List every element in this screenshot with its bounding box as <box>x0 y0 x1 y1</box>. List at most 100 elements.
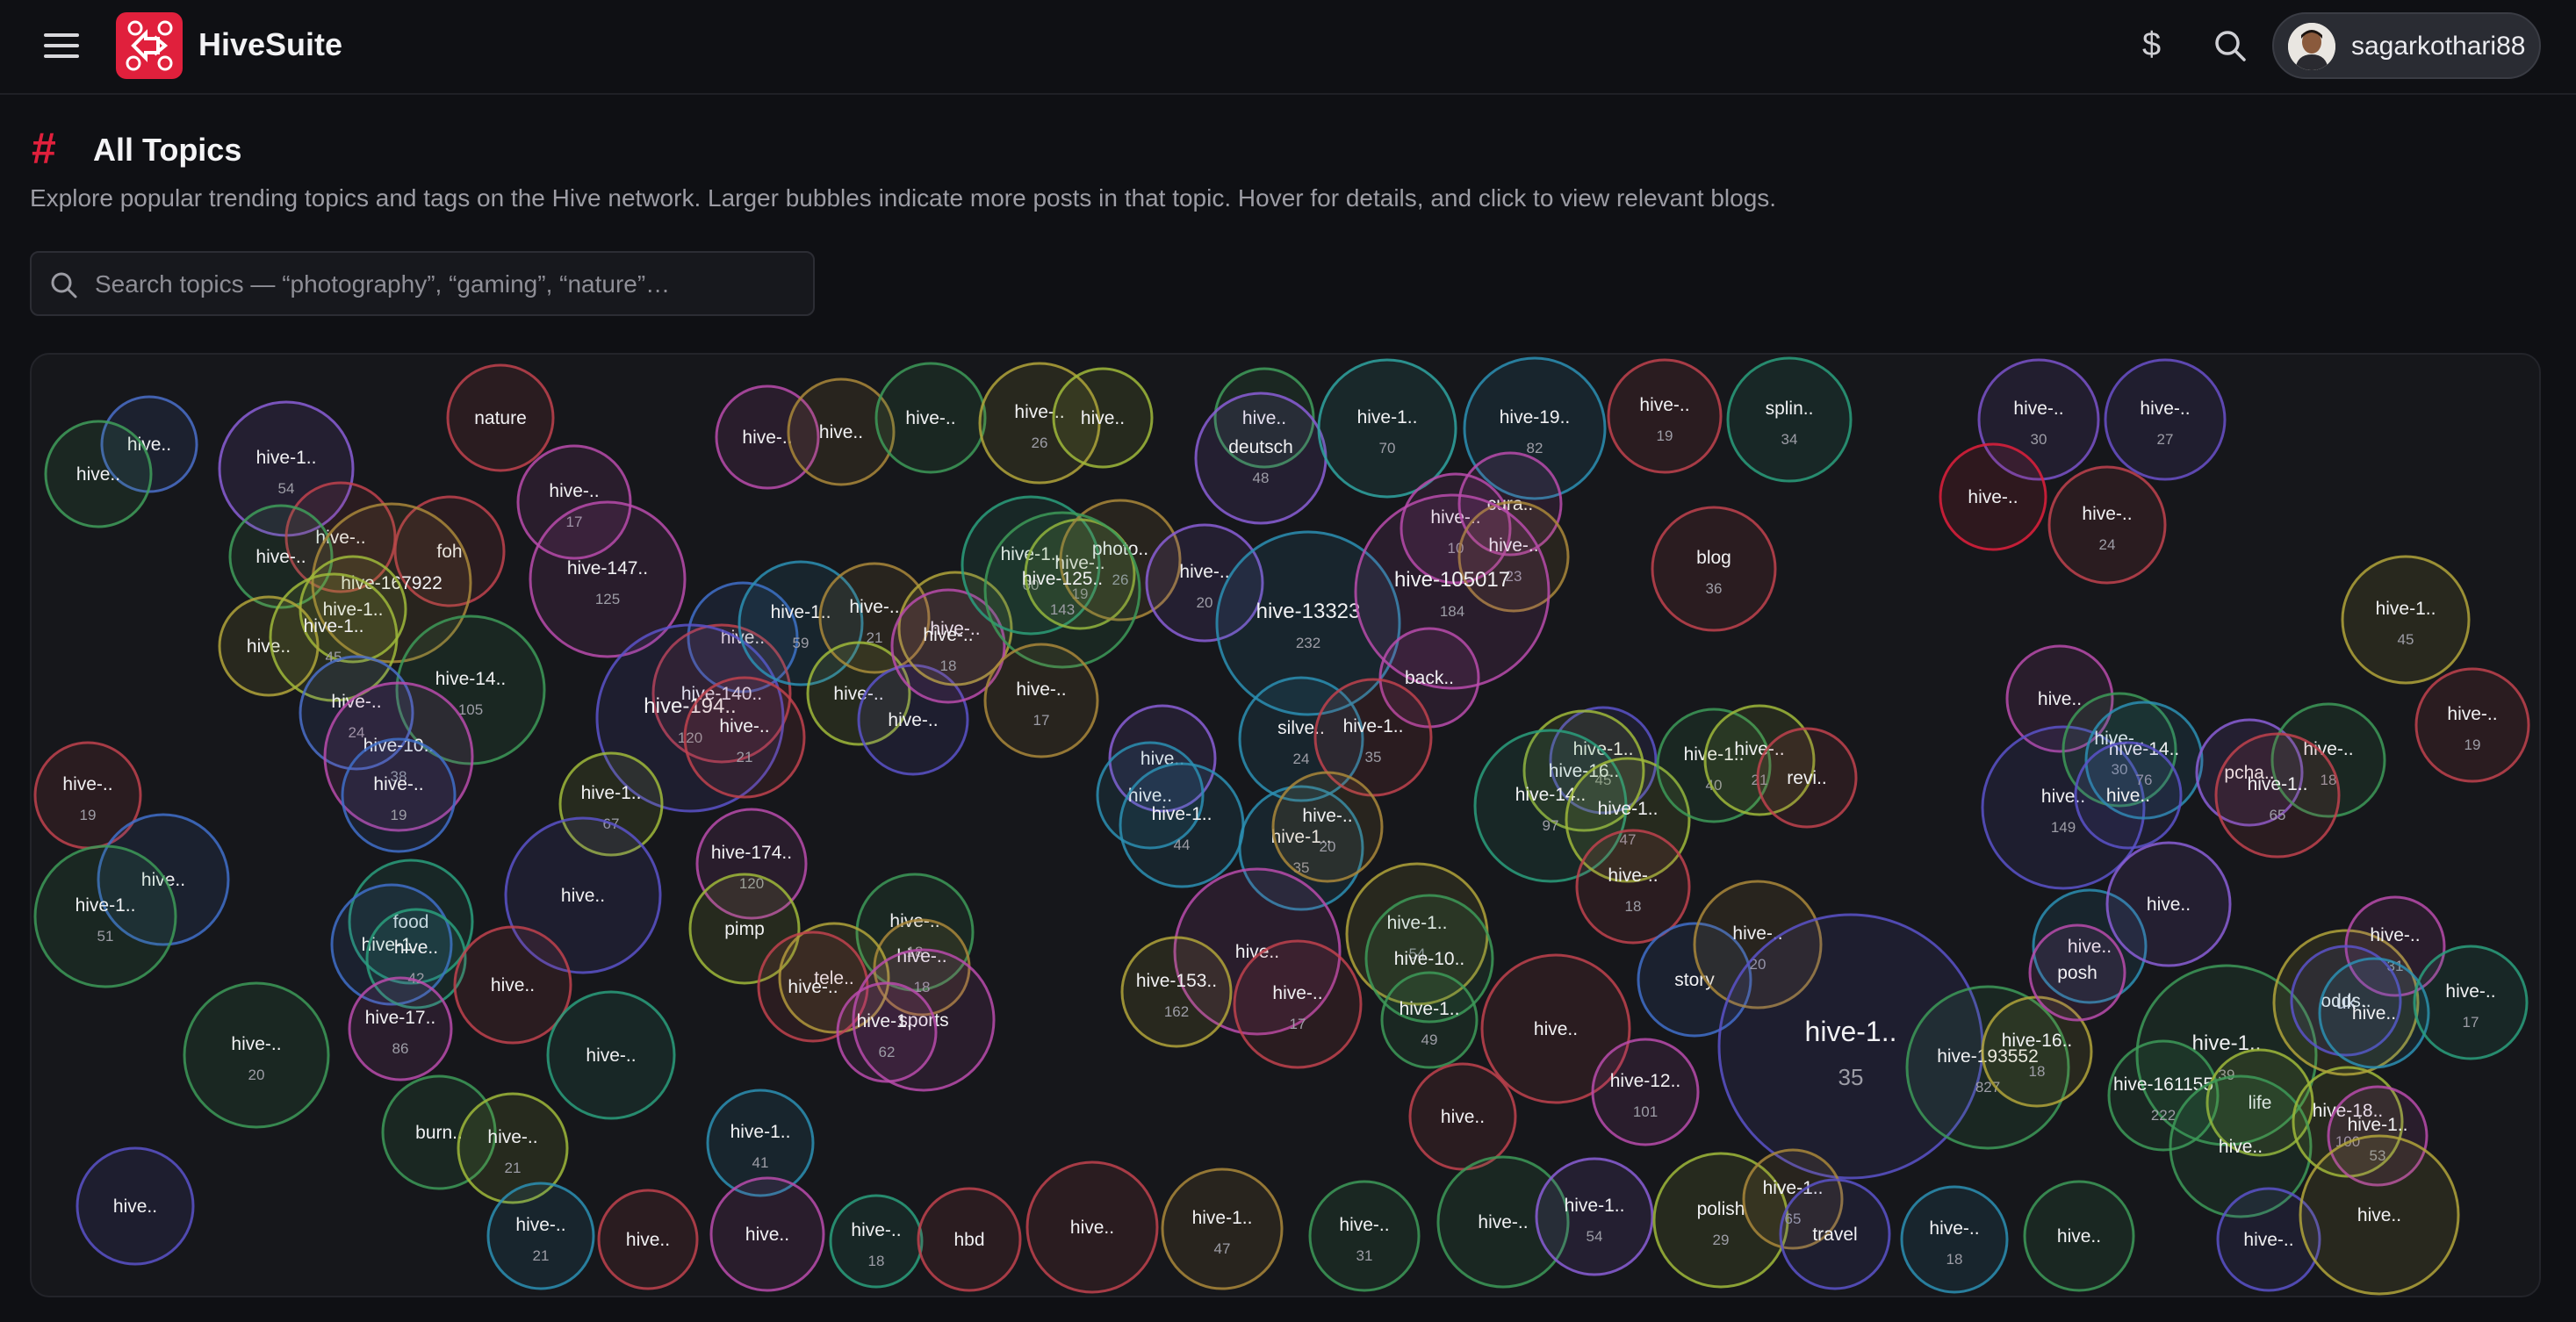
topic-bubble[interactable]: pcha.. <box>2195 718 2304 827</box>
topic-bubble[interactable]: hive-167922 <box>311 502 472 664</box>
topic-bubble-circle[interactable] <box>1233 939 1363 1069</box>
topic-search-input[interactable] <box>93 263 799 305</box>
topic-bubble[interactable]: hive-1.. 59 <box>738 560 864 686</box>
topic-bubble[interactable]: uk <box>2272 929 2420 1076</box>
topic-bubble[interactable]: hive-..30 <box>1977 358 2100 481</box>
topic-bubble[interactable]: hive-.. 17 <box>2413 945 2529 1060</box>
topic-bubble-circle[interactable] <box>33 844 177 988</box>
topic-bubble[interactable]: hive.. <box>1025 1160 1159 1294</box>
topic-bubble[interactable]: hive-.. 21 <box>683 676 806 799</box>
topic-bubble-circle[interactable] <box>330 883 453 1006</box>
topic-bubble[interactable]: hive.. <box>97 813 230 946</box>
topic-bubble[interactable]: hive.. <box>2318 957 2430 1069</box>
topic-bubble[interactable]: odds.. <box>2290 945 2402 1057</box>
topic-bubble-circle[interactable] <box>709 1176 825 1292</box>
topic-bubble[interactable]: hive-147.. 125 <box>529 500 687 658</box>
topic-bubble-circle[interactable] <box>836 981 938 1083</box>
topic-bubble[interactable]: burn.. <box>381 1074 497 1190</box>
topic-bubble-circle[interactable] <box>683 676 806 799</box>
topic-bubble-circle[interactable] <box>1779 1178 1891 1290</box>
topic-bubble-circle[interactable] <box>1271 771 1384 883</box>
topic-bubble[interactable]: hive.. <box>44 420 153 528</box>
topic-bubble[interactable]: hive.. <box>597 1189 699 1290</box>
topic-bubble-circle[interactable] <box>778 922 890 1034</box>
topic-bubble-circle[interactable] <box>1575 829 1691 945</box>
topic-bubble[interactable]: hive-13323 232 <box>1215 530 1401 716</box>
topic-bubble[interactable]: hive-.. 31 <box>1308 1180 1421 1292</box>
topic-bubble[interactable]: hive.. <box>1173 867 1342 1036</box>
topic-bubble[interactable]: hive-1.. 44 <box>1119 762 1245 888</box>
topic-bubble[interactable]: hive.. <box>709 1176 825 1292</box>
topic-bubble[interactable]: hive-1.. 62 <box>836 981 938 1083</box>
topic-bubble[interactable]: hive.. <box>2023 1180 2135 1292</box>
topic-bubble[interactable]: hive-.. 23 <box>1457 500 1570 613</box>
topic-bubble[interactable]: hive-..30 <box>2062 692 2177 808</box>
topic-bubble[interactable]: hive.. <box>2005 644 2114 753</box>
topic-bubble-circle[interactable] <box>983 511 1141 669</box>
topic-bubble[interactable]: hive-.. <box>546 990 676 1120</box>
hamburger-menu-icon[interactable] <box>44 33 79 60</box>
topic-bubble-circle[interactable] <box>1652 1152 1789 1289</box>
topic-bubble[interactable]: hive-.. 17 <box>1233 939 1363 1069</box>
topic-bubble[interactable]: deutsch 48 <box>1194 392 1328 525</box>
topic-bubble[interactable]: hive.. <box>1408 1062 1517 1171</box>
topic-bubble-circle[interactable] <box>806 641 911 746</box>
topic-bubble[interactable]: hive-.. 19 <box>33 741 142 850</box>
topic-bubble-circle[interactable] <box>1535 1157 1654 1276</box>
topic-bubble[interactable]: hive-153.. 162 <box>1120 936 1233 1048</box>
topic-bubble[interactable]: hive.. <box>453 925 572 1045</box>
topic-bubble-circle[interactable] <box>2214 732 2341 859</box>
topic-bubble-circle[interactable] <box>2005 644 2114 753</box>
topic-bubble[interactable]: hive-1.. <box>330 883 453 1006</box>
topic-bubble[interactable]: hive.. <box>1480 953 1631 1104</box>
topic-bubble[interactable]: hive-1.. 45 <box>2341 555 2471 685</box>
topic-bubble-circle[interactable] <box>1651 506 1777 632</box>
topic-bubble[interactable]: hive-1.. <box>299 555 407 664</box>
topic-bubble-circle[interactable] <box>1119 762 1245 888</box>
topic-bubble-circle[interactable] <box>2084 701 2204 820</box>
topic-bubble-circle[interactable] <box>597 1189 699 1290</box>
topic-bubble-circle[interactable] <box>1457 500 1570 613</box>
topic-bubble-circle[interactable] <box>1025 1160 1159 1294</box>
topic-bubble-circle[interactable] <box>2023 1180 2135 1292</box>
topic-bubble[interactable]: hive-.. 19 <box>1607 358 1723 474</box>
topic-bubble-circle[interactable] <box>890 588 1006 704</box>
topic-bubble-circle[interactable] <box>76 1146 195 1266</box>
topic-bubble-circle[interactable] <box>1173 867 1342 1036</box>
topic-bubble[interactable]: hbd <box>917 1187 1022 1292</box>
topic-bubble-circle[interactable] <box>1059 499 1182 621</box>
topic-bubble-circle[interactable] <box>2047 465 2167 585</box>
topic-bubble-circle[interactable] <box>446 363 555 472</box>
topic-bubble[interactable]: hive-1.. 70 <box>1317 358 1457 499</box>
topic-bubble-circle[interactable] <box>1354 493 1551 690</box>
topic-bubble-circle[interactable] <box>1215 530 1401 716</box>
hivesuite-logo[interactable] <box>116 12 183 79</box>
topic-bubble-circle[interactable] <box>1480 953 1631 1104</box>
topic-bubble[interactable]: hive-1..39 <box>2135 964 2318 1146</box>
topic-bubble[interactable]: hive-.. 18 <box>1575 829 1691 945</box>
topic-bubble[interactable]: hive-.. 20 <box>1145 523 1264 643</box>
topic-bubble[interactable]: hive-.. 24 <box>2047 465 2167 585</box>
topic-bubble-circle[interactable] <box>348 976 453 1081</box>
topic-bubble-circle[interactable] <box>688 873 801 985</box>
topic-bubble[interactable]: photo.. 26 <box>1059 499 1182 621</box>
topic-bubble-circle[interactable] <box>1939 442 2047 551</box>
topic-bubble-circle[interactable] <box>852 948 996 1092</box>
topic-bubble[interactable]: polish 29 <box>1652 1152 1789 1289</box>
topic-bubble[interactable]: hive-19.. 82 <box>1463 356 1607 500</box>
topic-bubble[interactable]: silve.. 24 <box>1238 676 1364 802</box>
topic-bubble-circle[interactable] <box>2032 888 2148 1004</box>
topic-bubble-circle[interactable] <box>1756 727 1858 829</box>
topic-bubble[interactable]: hive-18..100 <box>2292 1066 2404 1178</box>
topic-bubble-circle[interactable] <box>1408 1062 1517 1171</box>
topic-bubble-circle[interactable] <box>1591 1038 1700 1146</box>
topic-search-field[interactable] <box>30 251 815 316</box>
topic-bubble-circle[interactable] <box>97 813 230 946</box>
topic-bubble-circle[interactable] <box>829 1194 924 1289</box>
topic-bubble-circle[interactable] <box>1981 725 2146 890</box>
topic-bubble[interactable]: splin.. 34 <box>1726 356 1853 483</box>
topic-bubble-circle[interactable] <box>546 990 676 1120</box>
topic-bubble-circle[interactable] <box>2413 945 2529 1060</box>
topic-bubble[interactable]: hive.. <box>787 377 896 486</box>
topic-bubble[interactable]: hive-12.. 101 <box>1591 1038 1700 1146</box>
